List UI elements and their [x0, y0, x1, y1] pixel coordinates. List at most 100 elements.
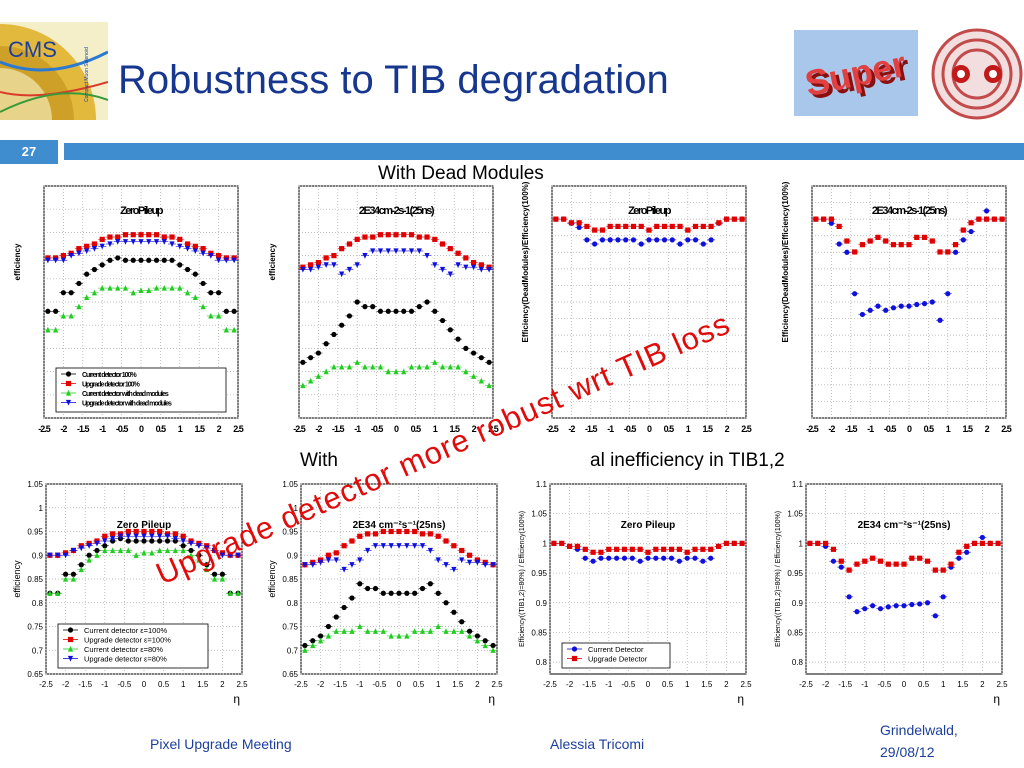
data-point: [84, 294, 90, 300]
data-point: [141, 533, 147, 540]
data-point: [592, 227, 598, 233]
data-point: [177, 236, 183, 242]
x-tick-label: 1: [433, 424, 438, 434]
chart-title: 2E34cm-2s-1(25ns): [359, 205, 435, 217]
data-point: [188, 540, 194, 547]
data-point: [901, 603, 907, 609]
data-point: [490, 642, 496, 649]
data-point: [455, 336, 461, 342]
data-point: [377, 308, 384, 314]
data-point: [739, 216, 745, 222]
data-point: [102, 538, 108, 545]
data-point: [138, 257, 144, 263]
x-tick-label: 1: [685, 680, 690, 689]
x-axis-label: η: [488, 692, 495, 706]
data-point: [862, 558, 868, 564]
data-point: [372, 628, 379, 634]
data-point: [478, 266, 484, 273]
series-top-1: [811, 216, 1007, 255]
data-point: [971, 540, 978, 546]
chart-title: 2E34 cm⁻²s⁻¹(25ns): [858, 520, 951, 531]
data-point: [133, 528, 139, 535]
x-tick-label: -0.5: [118, 680, 132, 689]
data-point: [439, 266, 446, 273]
y-axis-label: efficiency: [12, 560, 22, 598]
data-point: [339, 363, 345, 370]
x-tick-label: 0: [647, 424, 652, 434]
data-point: [184, 289, 191, 296]
data-point: [424, 253, 430, 259]
chart-title: Zero Pileup: [621, 520, 675, 531]
data-point: [216, 312, 222, 319]
data-point: [443, 600, 449, 606]
data-point: [836, 241, 842, 247]
x-tick-label: 1: [436, 680, 441, 689]
data-point: [99, 284, 105, 291]
y-tick-label: 0.95: [27, 528, 43, 537]
data-point: [331, 331, 337, 338]
y-tick-label: 0.95: [282, 528, 298, 537]
data-point: [932, 567, 938, 573]
y-tick-label: 1.05: [282, 480, 298, 489]
data-point: [932, 613, 938, 619]
data-point: [180, 538, 186, 545]
data-point: [86, 543, 92, 549]
data-point: [443, 628, 449, 634]
x-tick-label: -0.5: [624, 424, 637, 434]
data-point: [921, 234, 928, 240]
data-point: [349, 595, 355, 601]
data-point: [582, 555, 588, 561]
legend-marker: [571, 646, 578, 652]
x-tick-label: 0: [646, 680, 651, 689]
data-point: [830, 558, 837, 564]
x-tick-label: 2: [724, 680, 729, 689]
data-point: [451, 566, 457, 573]
data-point: [432, 262, 438, 268]
data-point: [380, 543, 386, 549]
data-point: [396, 543, 402, 549]
data-point: [388, 528, 394, 535]
data-point: [161, 239, 167, 245]
data-point: [917, 555, 923, 561]
data-point: [153, 239, 160, 245]
x-tick-label: -2: [566, 680, 574, 689]
x-tick-label: -0.5: [371, 424, 384, 434]
data-point: [157, 533, 163, 540]
x-tick-label: -1: [356, 680, 364, 689]
data-point: [315, 373, 321, 379]
data-point: [459, 557, 465, 564]
data-point: [354, 236, 360, 242]
data-point: [401, 368, 407, 375]
data-point: [447, 246, 453, 252]
data-point: [231, 308, 237, 314]
chart-bottom-2: -2.5 -2 -1.5 -1 -0.5 0 0.5 1 1.5 2 2.5 0.65 0.7 0.75 0…: [265, 474, 517, 714]
data-point: [211, 575, 218, 582]
page-title: Robustness to TIB degradation: [118, 58, 669, 102]
data-point: [401, 248, 407, 255]
data-point: [432, 308, 438, 314]
y-tick-label: 0.8: [536, 658, 548, 667]
data-point: [412, 543, 418, 549]
series-upgrade-detector-80-: [300, 543, 498, 573]
data-point: [45, 257, 51, 264]
data-point: [653, 546, 659, 552]
data-point: [318, 633, 324, 639]
data-point: [300, 359, 306, 365]
x-tick-label: 1.5: [701, 680, 713, 689]
legend-box: [57, 623, 209, 669]
data-point: [107, 241, 113, 248]
data-point: [200, 246, 206, 252]
data-point: [94, 547, 100, 554]
data-point: [661, 546, 667, 552]
x-tick-label: 1: [686, 424, 691, 434]
data-point: [91, 241, 98, 247]
page-number: 27: [0, 140, 58, 164]
data-point: [60, 312, 66, 319]
data-point: [78, 545, 84, 552]
legend-label: Upgrade Detector: [588, 655, 648, 664]
y-tick-label: 0.95: [531, 569, 547, 578]
data-point: [107, 234, 113, 240]
x-tick-label: 2: [475, 680, 480, 689]
x-tick-label: -1.5: [845, 424, 858, 434]
data-point: [638, 223, 644, 230]
